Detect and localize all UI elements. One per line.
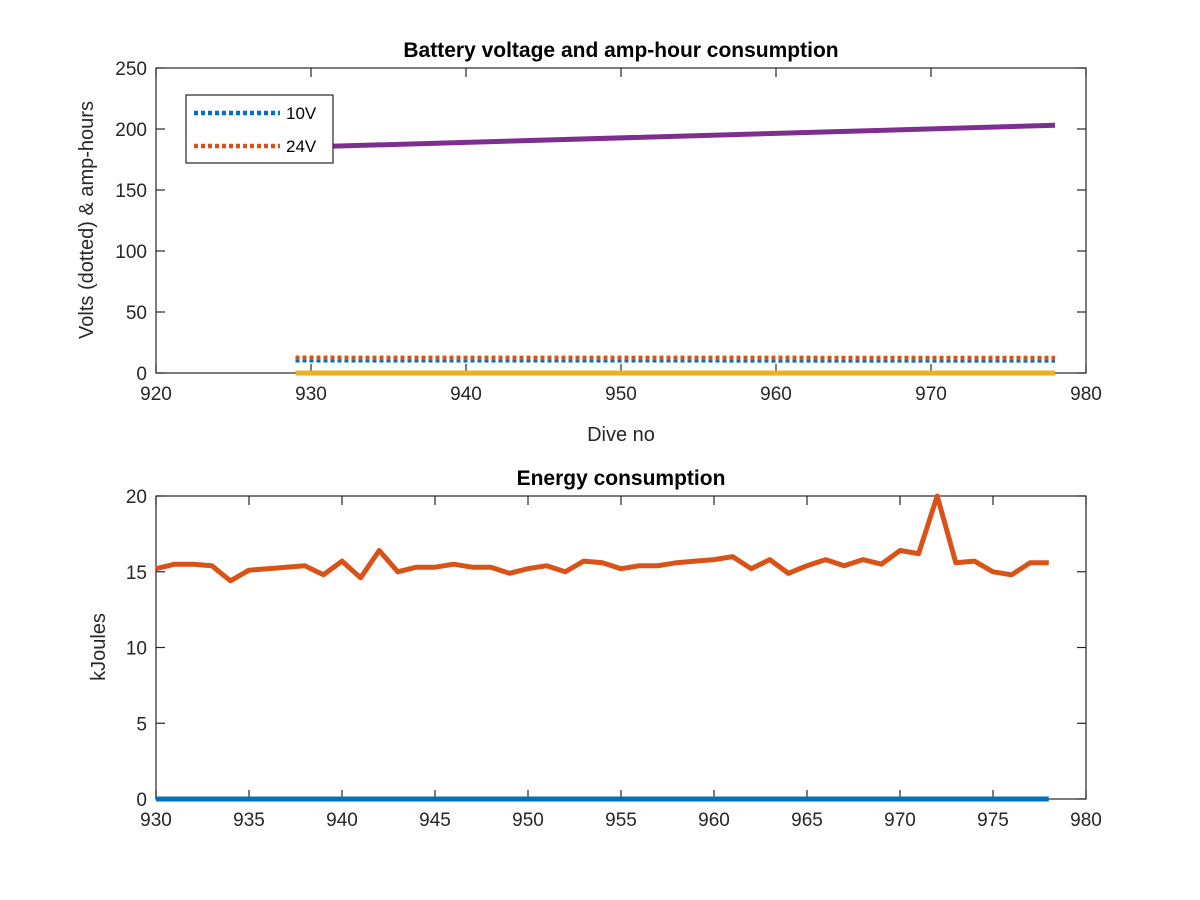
battery-x-axis-label: Dive no	[587, 424, 655, 446]
x-tick-label: 945	[419, 810, 451, 831]
x-tick-label: 970	[884, 810, 916, 831]
x-tick-label: 955	[605, 810, 637, 831]
y-tick-label: 250	[115, 59, 147, 80]
energy-series	[155, 493, 1049, 802]
legend-box	[185, 94, 334, 164]
y-tick-label: 200	[115, 120, 147, 141]
x-tick-label: 940	[450, 384, 482, 405]
y-tick-label: 15	[126, 563, 147, 584]
x-tick-label: 950	[512, 810, 544, 831]
legend-label-24v: 24V	[286, 137, 317, 156]
x-tick-label: 940	[326, 810, 358, 831]
battery-chart-title: Battery voltage and amp-hour consumption	[403, 39, 838, 62]
y-tick-label: 20	[126, 487, 147, 508]
x-tick-label: 980	[1070, 810, 1102, 831]
legend-label-10v: 10V	[286, 104, 317, 123]
energy-chart-title: Energy consumption	[517, 467, 726, 490]
series-1-line	[155, 493, 1049, 584]
x-tick-label: 960	[698, 810, 730, 831]
x-tick-label: 930	[295, 384, 327, 405]
x-tick-label: 935	[233, 810, 265, 831]
battery-series	[295, 122, 1056, 376]
y-tick-label: 5	[136, 714, 147, 735]
x-tick-label: 975	[977, 810, 1009, 831]
y-tick-label: 150	[115, 181, 147, 202]
y-tick-label: 50	[126, 303, 147, 324]
energy-chart: 930 935 940 945 950 955 960 965 970 975 980 0 5 10 15 2…	[88, 467, 1102, 831]
y-tick-label: 10	[126, 639, 147, 660]
energy-ticks: 930 935 940 945 950 955 960 965 970 975 980 0 5 10 15 2…	[126, 487, 1102, 831]
y-tick-label: 0	[136, 790, 147, 811]
x-tick-label: 950	[605, 384, 637, 405]
battery-legend: 10V 24V	[185, 94, 334, 164]
battery-chart: 920 930 940 950 960 970 980 0 50 100 150 200 250 Bat…	[76, 39, 1102, 446]
x-tick-label: 960	[760, 384, 792, 405]
x-tick-label: 965	[791, 810, 823, 831]
battery-y-axis-label: Volts (dotted) & amp-hours	[76, 101, 98, 339]
x-tick-label: 920	[140, 384, 172, 405]
series-3-line	[295, 122, 1056, 150]
y-tick-label: 100	[115, 242, 147, 263]
x-tick-label: 980	[1070, 384, 1102, 405]
x-tick-label: 930	[140, 810, 172, 831]
x-tick-label: 970	[915, 384, 947, 405]
energy-y-axis-label: kJoules	[88, 613, 110, 681]
y-tick-label: 0	[136, 364, 147, 385]
